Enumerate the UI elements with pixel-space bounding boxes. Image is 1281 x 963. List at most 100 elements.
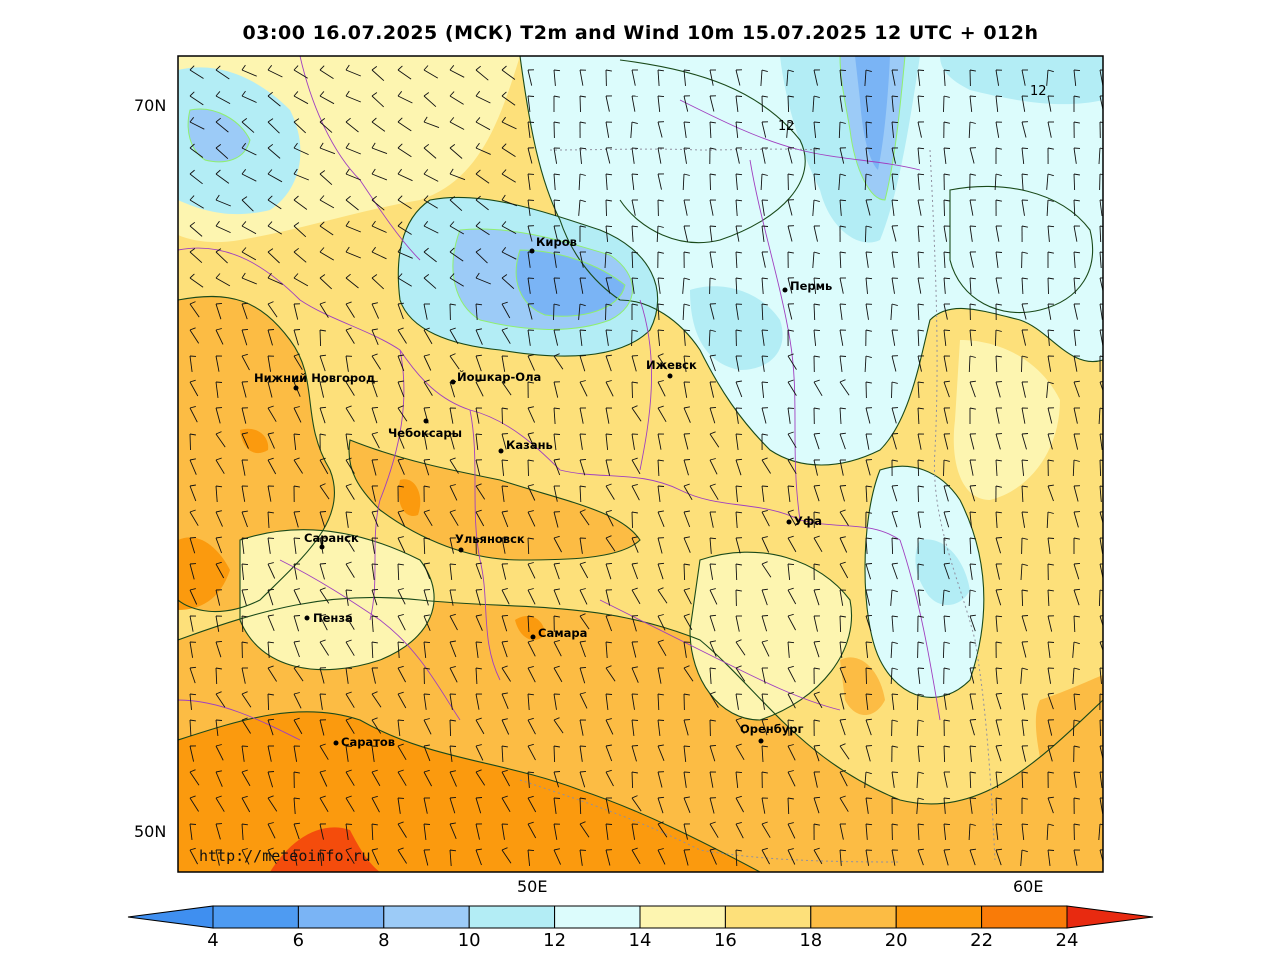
wind-barb-flag [189, 169, 195, 175]
wind-barb [917, 849, 924, 866]
colorbar-segment [639, 905, 726, 929]
wind-barb [189, 563, 195, 580]
wind-barb-flag [1047, 823, 1054, 827]
wind-barb-flag [189, 248, 196, 253]
wind-barb [735, 95, 739, 112]
wind-barb-flag [1047, 69, 1054, 73]
wind-barb [293, 563, 298, 580]
wind-barb [215, 251, 228, 264]
wind-barb [578, 173, 581, 191]
wind-barb [553, 459, 561, 476]
wind-barb [1099, 537, 1103, 554]
wind-barb [917, 277, 922, 294]
wind-barb-flag [735, 458, 743, 461]
wind-barb [735, 199, 738, 217]
wind-barb [943, 745, 946, 763]
wind-barb [917, 485, 919, 503]
wind-barb [293, 745, 298, 762]
wind-barb-flag [397, 719, 405, 722]
wind-barb [865, 589, 871, 606]
wind-barb [657, 693, 660, 711]
wind-barb [787, 719, 790, 737]
wind-barb [943, 615, 946, 632]
wind-barb [865, 407, 871, 424]
wind-barb-flag [683, 536, 690, 539]
wind-barb [267, 563, 276, 579]
wind-barb-flag [345, 639, 352, 643]
wind-barb [891, 329, 896, 346]
wind-barb [709, 745, 716, 762]
wind-barb-flag [839, 355, 847, 357]
wind-barb [241, 407, 247, 424]
wind-barb [761, 719, 768, 736]
wind-barb [501, 147, 516, 157]
wind-barb [293, 225, 307, 238]
wind-barb [969, 511, 972, 528]
wind-barb [501, 277, 515, 290]
wind-barb-flag [527, 459, 534, 462]
wind-barb-flag [813, 719, 820, 722]
wind-barb [631, 433, 635, 450]
wind-barb [605, 719, 614, 735]
wind-barb [813, 121, 817, 138]
wind-barb-flag [449, 770, 456, 773]
wind-barb [735, 745, 745, 761]
wind-barb [215, 745, 224, 761]
wind-barb-flag [995, 848, 1003, 851]
wind-barb-flag [501, 379, 508, 383]
wind-barb-flag [917, 173, 925, 176]
wind-barb-flag [267, 693, 274, 696]
wind-barb [319, 771, 328, 787]
wind-barb-flag [761, 95, 768, 98]
wind-barb-flag [449, 353, 456, 357]
wind-barb-flag [189, 458, 196, 461]
wind-barb [683, 771, 687, 788]
wind-barb-flag [579, 380, 586, 383]
wind-barb [657, 459, 660, 477]
wind-barb [735, 147, 740, 164]
wind-barb [657, 433, 662, 450]
wind-barb-flag [319, 770, 326, 773]
wind-barb-flag [865, 147, 873, 149]
wind-barb [735, 563, 738, 581]
wind-barb [293, 173, 309, 181]
wind-barb-flag [605, 535, 612, 539]
wind-barb-flag [293, 457, 300, 461]
wind-barb-flag [761, 640, 768, 643]
wind-barb-flag [189, 221, 196, 227]
wind-barb [735, 381, 743, 398]
wind-barb [761, 511, 770, 527]
wind-barb [761, 849, 770, 865]
wind-barb-flag [787, 665, 794, 669]
wind-barb [891, 615, 894, 633]
wind-barb [527, 329, 531, 346]
wind-barb [760, 69, 763, 87]
wind-barb-flag [1021, 589, 1028, 592]
wind-barb-flag [995, 147, 1002, 150]
wind-barb [657, 641, 667, 657]
wind-barb [1021, 69, 1026, 86]
wind-barb-flag [475, 328, 482, 331]
wind-barb-flag [813, 691, 820, 695]
wind-barb [605, 199, 607, 217]
wind-barb-flag [969, 329, 977, 332]
wind-barb [1046, 173, 1049, 190]
wind-barb [579, 355, 586, 372]
wind-barb-flag [657, 199, 664, 202]
wind-barb [813, 459, 818, 476]
wind-barb [475, 563, 482, 580]
wind-barb [423, 615, 431, 631]
wind-barb-flag [267, 301, 274, 305]
wind-barb [423, 173, 439, 182]
wind-barb-flag [345, 273, 351, 279]
wind-barb-flag [631, 329, 638, 332]
wind-barb-flag [839, 485, 847, 487]
wind-barb [657, 407, 667, 423]
wind-barb-flag [319, 613, 326, 617]
wind-barb [267, 199, 282, 210]
wind-barb [995, 69, 1000, 86]
colorbar-segment [724, 905, 812, 929]
wind-barb [1047, 329, 1050, 346]
wind-barb-flag [189, 327, 196, 331]
